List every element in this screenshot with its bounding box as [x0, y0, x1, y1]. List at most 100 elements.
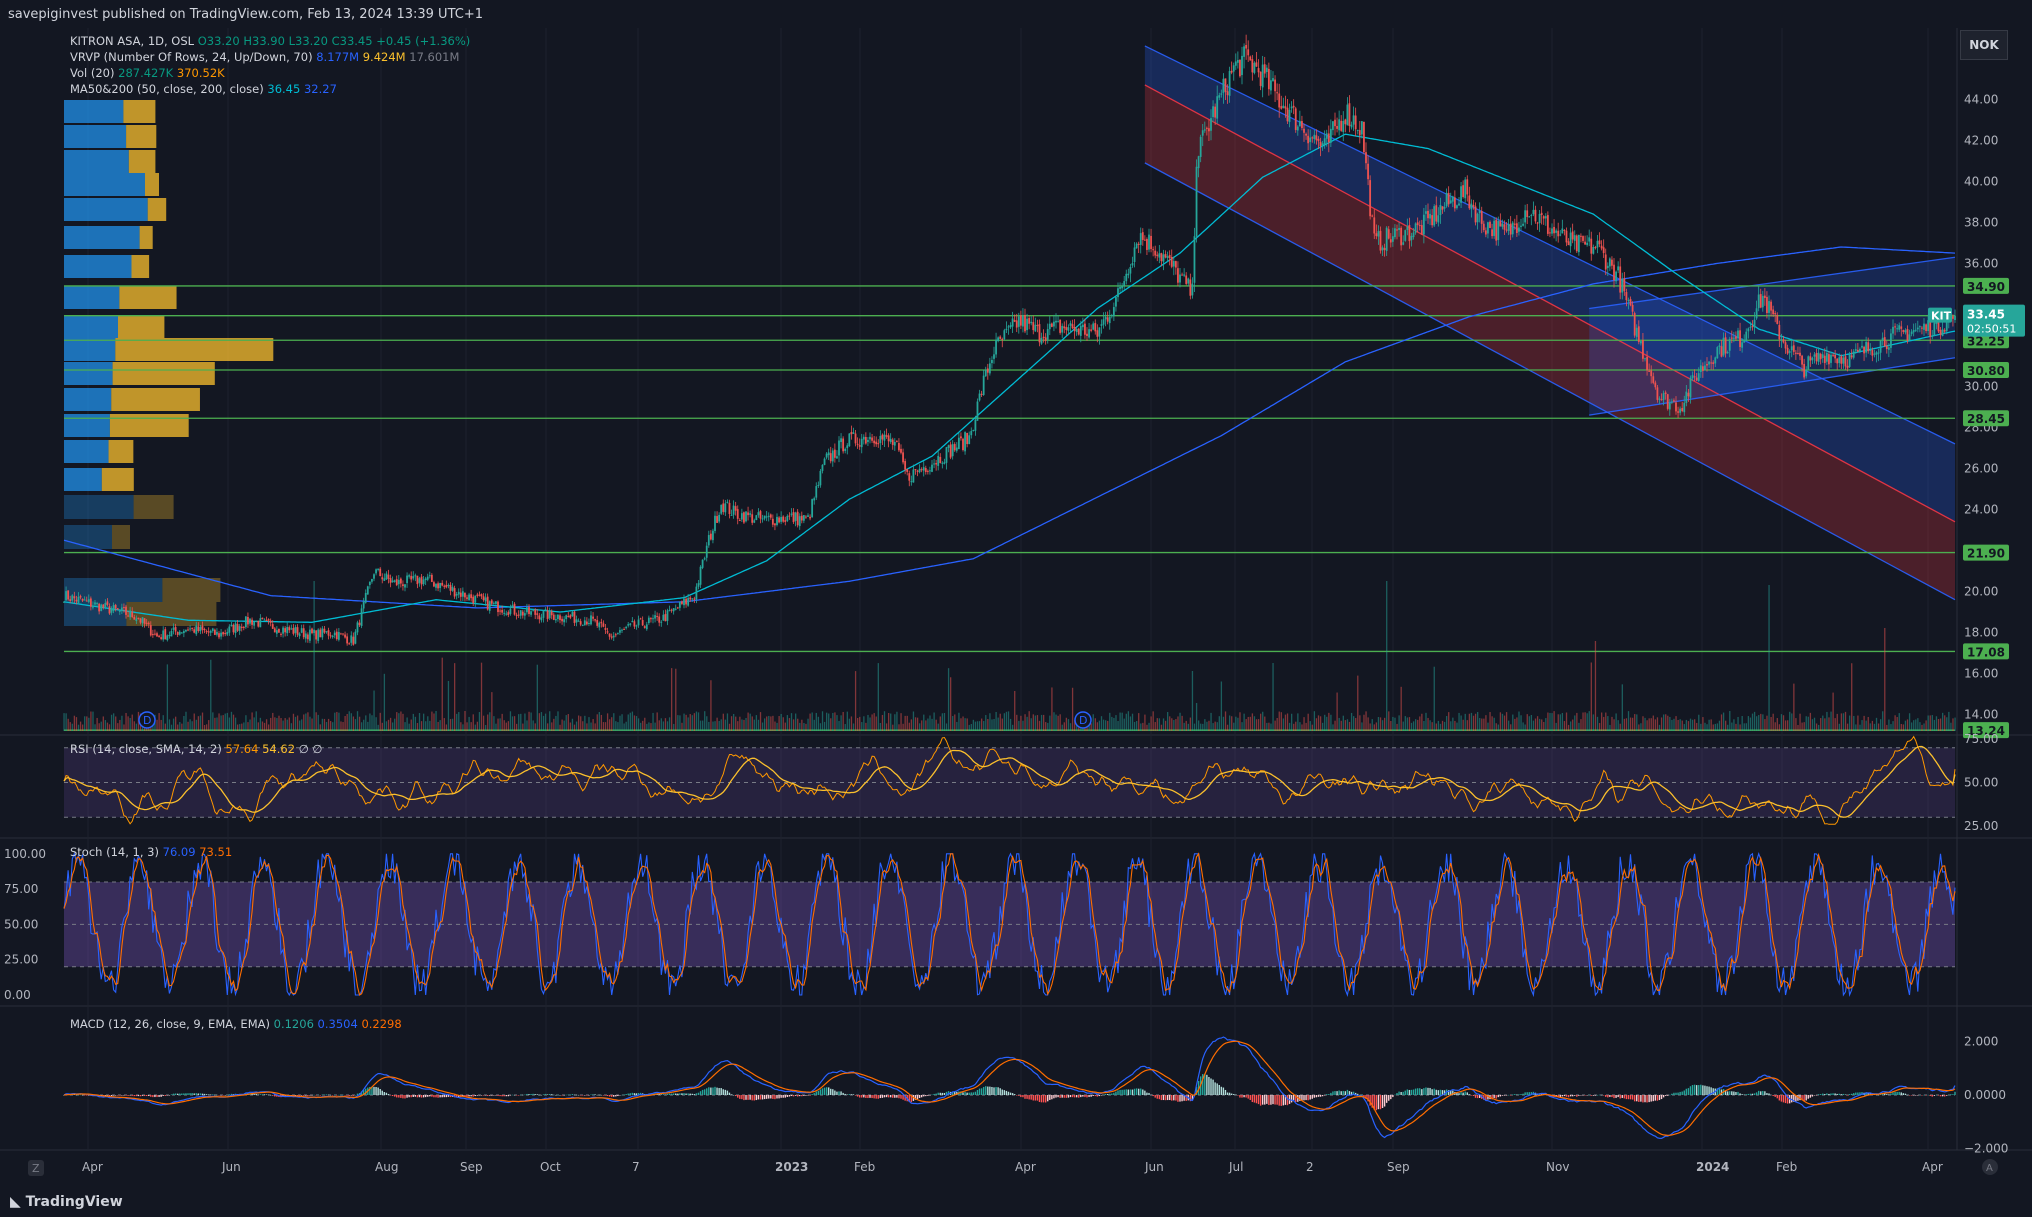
volume-bar: [1869, 723, 1871, 731]
volume-bar: [495, 723, 497, 731]
candle-body: [1276, 92, 1279, 94]
volume-bar: [724, 719, 727, 731]
macd-histogram-bar: [86, 1095, 88, 1096]
macd-histogram-bar: [896, 1095, 898, 1098]
volume-bar: [189, 719, 191, 731]
volume-bar: [431, 711, 433, 731]
candle-body: [1069, 323, 1072, 326]
volume-bar: [811, 712, 813, 731]
candle-body: [213, 629, 216, 635]
macd-histogram-bar: [1057, 1095, 1059, 1098]
candle-body: [139, 618, 142, 623]
candle-body: [1110, 315, 1113, 317]
volume-bar: [1319, 716, 1322, 731]
volume-bar: [937, 723, 939, 731]
candle-body: [912, 469, 915, 483]
macd-histogram-bar: [160, 1095, 162, 1097]
candle-body: [1753, 319, 1756, 328]
volume-bar: [1634, 714, 1636, 731]
candle-body: [1013, 319, 1016, 322]
candle-body: [1377, 231, 1380, 237]
candle-body: [428, 575, 431, 577]
candle-body: [749, 513, 752, 515]
macd-histogram-bar: [1233, 1094, 1235, 1095]
volume-bar: [1694, 719, 1696, 731]
volume-bar: [423, 713, 425, 731]
candle-body: [1644, 358, 1646, 360]
tradingview-logo[interactable]: ◣ TradingView: [10, 1194, 123, 1210]
candle-body: [457, 591, 460, 595]
macd-histogram-bar: [1764, 1091, 1766, 1095]
candle-body: [89, 598, 92, 607]
candle-body: [873, 440, 876, 444]
volume-bar: [968, 724, 970, 731]
volume-bar: [1107, 720, 1109, 731]
candle-body: [755, 515, 758, 521]
volume-bar: [1063, 722, 1065, 731]
candle-body: [685, 598, 687, 605]
candle-body: [978, 393, 981, 401]
chart-background: [0, 28, 2032, 1190]
volume-bar: [307, 712, 309, 731]
macd-histogram-bar: [1129, 1089, 1132, 1095]
candle-body: [1274, 79, 1276, 92]
macd-histogram-bar: [517, 1095, 520, 1096]
macd-histogram-bar: [1369, 1095, 1371, 1106]
volume-bar: [842, 711, 844, 731]
change-value: +0.45 (+1.36%): [376, 34, 471, 48]
volume-bar: [1169, 716, 1171, 731]
macd-histogram-bar: [1892, 1092, 1894, 1095]
volume-bar: [644, 717, 646, 731]
volume-bar: [203, 724, 206, 731]
volume-bar: [1890, 724, 1892, 731]
candle-body: [893, 441, 896, 446]
candle-body: [1282, 105, 1285, 109]
stoch-axis-tick: 75.00: [4, 882, 38, 896]
volume-bar: [255, 711, 257, 731]
macd-histogram-bar: [1166, 1095, 1169, 1101]
candle-body: [1197, 156, 1200, 169]
candle-body: [1298, 120, 1301, 127]
candle-body: [850, 431, 853, 435]
candle-body: [827, 452, 830, 456]
macd-histogram-bar: [137, 1095, 140, 1097]
macd-histogram-bar: [1249, 1095, 1251, 1100]
volume-bar: [1464, 713, 1466, 731]
volume-bar: [1363, 714, 1365, 731]
volume-bar: [737, 721, 739, 731]
volume-bar: [683, 713, 685, 731]
candle-body: [1160, 253, 1163, 262]
candle-body: [1040, 337, 1043, 344]
macd-histogram-bar: [559, 1094, 561, 1096]
macd-histogram-bar: [881, 1095, 884, 1098]
last-price-text: 33.45: [1967, 308, 2005, 322]
candle-body: [1559, 234, 1562, 236]
macd-histogram-bar: [1491, 1095, 1493, 1100]
volume-bar: [704, 711, 706, 731]
dividend-marker-label: D: [143, 714, 151, 727]
candle-body: [1697, 373, 1700, 381]
candle-body: [817, 485, 820, 487]
candle-body: [1648, 370, 1651, 372]
volume-bar: [1636, 714, 1638, 731]
volume-bar: [1617, 720, 1619, 731]
currency-selector[interactable]: NOK: [1960, 30, 2008, 60]
volume-bar: [489, 712, 491, 731]
volume-bar: [652, 712, 654, 731]
volume-bar: [1437, 720, 1440, 731]
volume-bar: [435, 711, 437, 731]
macd-histogram-bar: [976, 1090, 979, 1095]
macd-histogram-bar: [1421, 1089, 1423, 1095]
macd-histogram-bar: [699, 1091, 702, 1095]
volume-bar: [1933, 719, 1936, 731]
volume-bar: [1861, 720, 1863, 731]
candle-body: [794, 512, 797, 521]
volume-bar: [1704, 722, 1706, 731]
macd-histogram-bar: [1731, 1091, 1733, 1095]
macd-histogram-bar: [379, 1089, 381, 1095]
macd-histogram-bar: [1385, 1095, 1388, 1103]
macd-histogram-bar: [555, 1094, 557, 1096]
macd-histogram-bar: [557, 1094, 559, 1096]
volume-bar: [485, 724, 487, 731]
